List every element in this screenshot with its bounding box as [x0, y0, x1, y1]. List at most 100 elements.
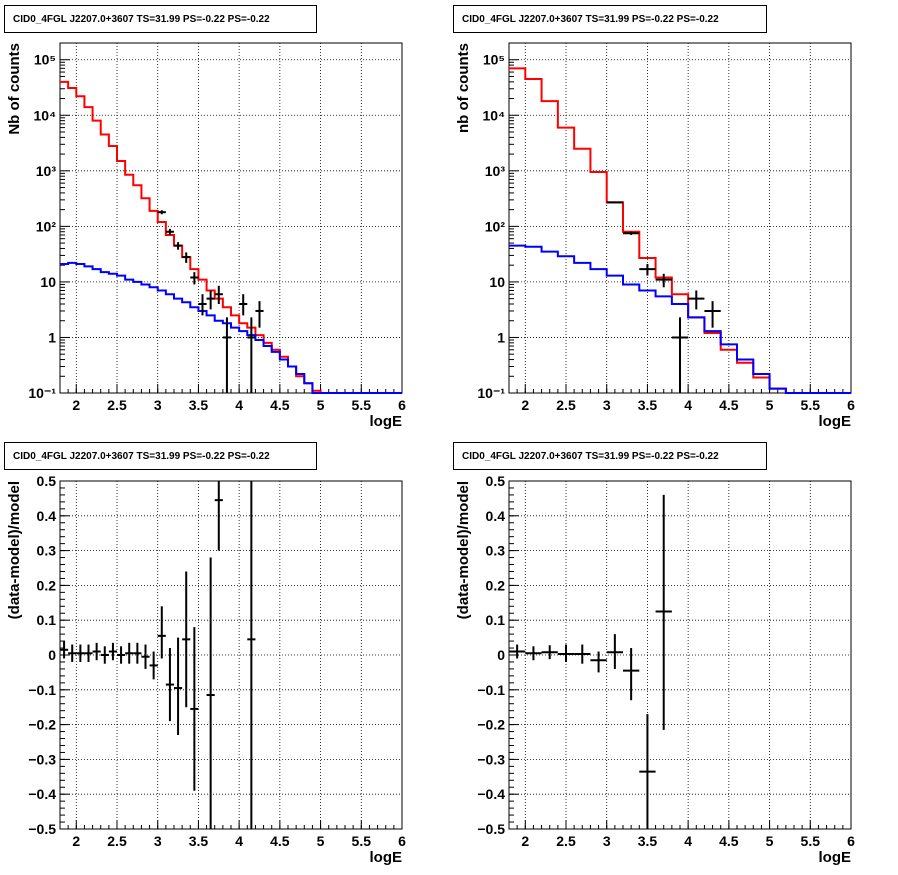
data-point [557, 644, 575, 662]
y-axis-title: (data-model)/model [455, 481, 472, 619]
data-point [157, 606, 166, 659]
y-tick-label: 10⁻¹ [28, 385, 56, 401]
x-tick-label: 4 [235, 833, 243, 849]
plot-panel-2: 2 2.5 3 3.5 4 4.5 5 5.5 6 −0.5 −0.4 −0.3 −0.2 −0.1 0 0.… [6, 473, 406, 866]
data-point [206, 557, 215, 829]
y-axis-title: nb of counts [455, 43, 472, 133]
data-point [165, 648, 174, 722]
x-tick-label: 3.5 [638, 833, 658, 849]
y-tick-label: 10² [485, 218, 506, 234]
y-tick-label: 10³ [36, 163, 57, 179]
x-axis-title: logE [819, 413, 852, 430]
data-point [157, 210, 166, 215]
x-tick-label: 3 [154, 833, 162, 849]
x-tick-label: 2.5 [556, 833, 576, 849]
data-point [688, 290, 705, 310]
x-tick-label: 4.5 [270, 397, 290, 413]
data-point [509, 644, 526, 659]
pad-title-top-left: CID0_4FGL J2207.0+3607 TS=31.99 PS=-0.22… [4, 5, 317, 33]
data-point [84, 644, 93, 662]
pad-title-bottom-left: CID0_4FGL J2207.0+3607 TS=31.99 PS=-0.22… [4, 442, 317, 470]
data-point [623, 648, 640, 701]
data-point [174, 637, 183, 736]
y-tick-label: 10⁴ [483, 107, 506, 123]
x-tick-label: 4 [235, 397, 243, 413]
x-tick-label: 2.5 [556, 397, 576, 413]
y-tick-label: 0.3 [486, 543, 506, 559]
plot-panel-1: 2 2.5 3 3.5 4 4.5 5 5.5 6 10⁻¹ 1 10 10² 10³ 10⁴ 10⁵ logE… [455, 42, 855, 430]
y-tick-label: −0.3 [28, 751, 56, 767]
data-point [108, 642, 117, 661]
x-tick-label: 3.5 [189, 833, 209, 849]
data-point [76, 644, 85, 662]
data-point [60, 641, 69, 659]
data-point [141, 644, 150, 669]
x-tick-label: 3.5 [638, 397, 658, 413]
plot-panel-3: 2 2.5 3 3.5 4 4.5 5 5.5 6 −0.5 −0.4 −0.3 −0.2 −0.1 0 0.… [455, 473, 855, 866]
x-tick-label: 2 [521, 397, 529, 413]
x-tick-label: 2 [72, 833, 80, 849]
data-point [125, 642, 134, 664]
data-point [623, 231, 640, 235]
y-tick-label: 0.1 [486, 612, 506, 628]
data-point [92, 642, 101, 661]
data-point [541, 645, 558, 660]
x-tick-label: 5 [317, 397, 325, 413]
plot-frame [59, 480, 403, 830]
y-tick-label: 0.2 [486, 577, 506, 593]
data-point [255, 301, 264, 328]
x-tick-label: 2.5 [107, 833, 127, 849]
y-tick-label: 10 [40, 274, 56, 290]
data-point [525, 646, 542, 661]
data-point [639, 264, 656, 276]
data-point [174, 242, 183, 250]
data-point [222, 317, 231, 393]
data-point [214, 481, 223, 551]
x-tick-label: 2 [72, 397, 80, 413]
y-tick-label: −0.5 [477, 821, 505, 837]
y-tick-label: −0.1 [477, 682, 505, 698]
data-point [182, 252, 191, 263]
data-point [190, 627, 199, 791]
x-tick-label: 4.5 [719, 397, 739, 413]
data-point [704, 301, 721, 328]
data-point [190, 272, 199, 285]
x-tick-label: 5 [766, 833, 774, 849]
histogram-series-1 [60, 261, 402, 394]
y-tick-label: −0.2 [477, 717, 505, 733]
data-point [133, 642, 142, 664]
y-tick-label: 0.2 [37, 577, 57, 593]
histogram-series-1 [509, 244, 851, 394]
y-tick-label: 10⁵ [483, 52, 505, 68]
pad-title-bottom-right: CID0_4FGL J2207.0+3607 TS=31.99 PS=-0.22… [453, 442, 767, 470]
x-tick-label: 2.5 [107, 397, 127, 413]
data-point [198, 294, 207, 316]
y-tick-label: 1 [497, 329, 505, 345]
data-point [165, 228, 174, 235]
x-tick-label: 4.5 [270, 833, 290, 849]
y-tick-label: −0.1 [28, 682, 56, 698]
y-tick-label: 10⁵ [34, 52, 56, 68]
data-point [247, 317, 256, 393]
x-tick-label: 5.5 [801, 833, 821, 849]
x-tick-label: 5.5 [352, 397, 372, 413]
y-tick-label: 0.5 [486, 473, 506, 489]
data-point [639, 714, 656, 829]
data-point [68, 644, 77, 662]
x-axis-title: logE [819, 849, 852, 866]
y-tick-label: 10 [489, 274, 505, 290]
y-tick-label: 1 [48, 329, 56, 345]
x-tick-label: 3 [154, 397, 162, 413]
y-tick-label: 0.4 [486, 508, 506, 524]
plot-panel-0: 2 2.5 3 3.5 4 4.5 5 5.5 6 10⁻¹ 1 10 10² 10³ 10⁴ 10⁵ logE… [6, 42, 406, 430]
plot-frame [59, 42, 403, 394]
data-point [117, 646, 126, 664]
x-tick-label: 3.5 [189, 397, 209, 413]
y-tick-label: 10³ [485, 163, 506, 179]
x-tick-label: 6 [398, 833, 406, 849]
data-point [206, 290, 215, 310]
y-axis-title: (data-model)/model [6, 481, 23, 619]
y-tick-label: −0.2 [28, 717, 56, 733]
